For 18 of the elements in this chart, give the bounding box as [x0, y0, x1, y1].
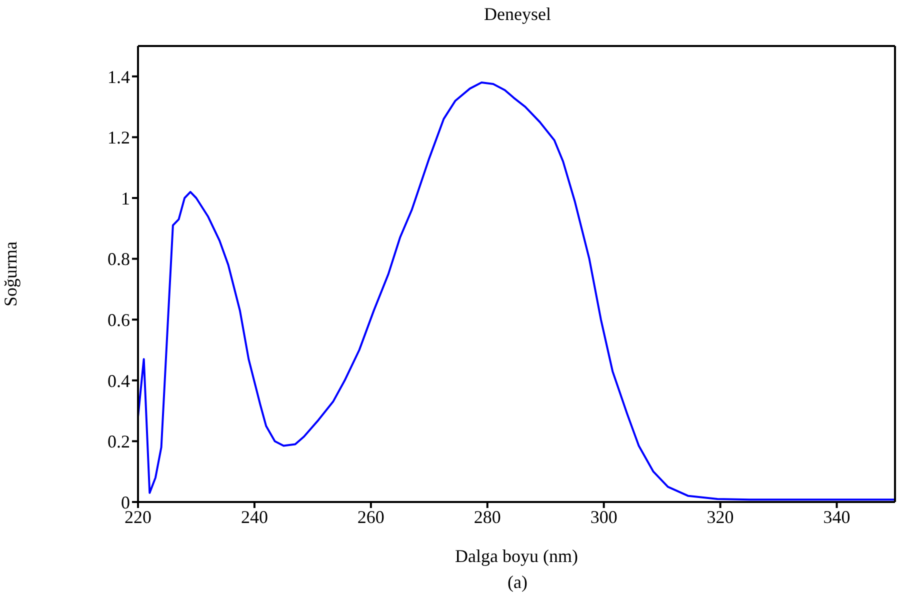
text: (a)	[506, 572, 528, 593]
x-tick-label: 240	[240, 506, 268, 527]
y-axis-title: Soğurma	[0, 241, 20, 306]
y-tick-label: 1	[121, 188, 130, 208]
y-tick-label: 0	[121, 492, 130, 512]
x-tick-label: 300	[590, 506, 618, 527]
x-tick-label: 280	[474, 506, 501, 527]
x-tick-label: 340	[823, 506, 850, 527]
x-axis-title: Dalga boyu (nm)	[455, 546, 578, 566]
y-tick-label: 0.8	[108, 249, 130, 270]
y-tick-label: 1.2	[108, 128, 130, 148]
y-tick-label: 0.2	[108, 432, 130, 452]
y-tick-label: 1.4	[108, 66, 130, 87]
y-tick-label: 0.6	[108, 310, 130, 330]
x-tick-label: 260	[357, 506, 384, 527]
x-tick-label: 320	[706, 506, 734, 527]
y-tick-label: 0.4	[108, 370, 130, 391]
chart-title: Deneysel	[483, 4, 552, 25]
